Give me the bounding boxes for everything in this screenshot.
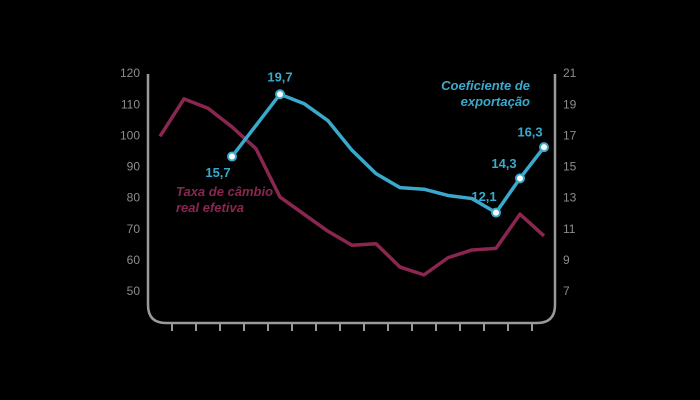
y-tick-label: 70 — [127, 222, 141, 236]
y2-tick-label: 15 — [563, 160, 577, 174]
point-marker — [491, 207, 501, 218]
x-ticks — [171, 323, 533, 331]
y-tick-label: 120 — [120, 66, 140, 80]
series-line — [158, 97, 546, 277]
y2-tick-label: 11 — [563, 222, 576, 236]
y-tick-label: 110 — [121, 97, 140, 111]
y-tick-label: 50 — [127, 284, 141, 298]
y-tick-label: 90 — [127, 160, 141, 174]
value-label: 19,7 — [267, 70, 292, 85]
value-label: 15,7 — [205, 165, 230, 180]
point-marker — [227, 151, 237, 162]
y2-tick-label: 21 — [563, 66, 577, 80]
y2-tick-label: 13 — [563, 191, 577, 205]
value-label: 16,3 — [517, 125, 542, 140]
value-label: 14,3 — [491, 156, 516, 171]
y-tick-label: 60 — [127, 253, 141, 267]
point-marker — [515, 173, 525, 184]
point-marker — [275, 89, 285, 100]
series-label: Coeficiente de exportação — [441, 78, 530, 109]
y2-tick-label: 19 — [563, 97, 577, 111]
y2-tick-label: 17 — [563, 128, 577, 142]
y2-tick-label: 7 — [563, 284, 570, 298]
value-label: 12,1 — [471, 189, 496, 204]
y2-tick-label: 9 — [563, 253, 570, 267]
series-label: Taxa de câmbio real efetiva — [176, 184, 274, 215]
point-marker — [539, 142, 549, 153]
y-tick-label: 80 — [127, 191, 141, 205]
axis-frame — [146, 74, 557, 325]
y-tick-label: 100 — [120, 128, 140, 142]
